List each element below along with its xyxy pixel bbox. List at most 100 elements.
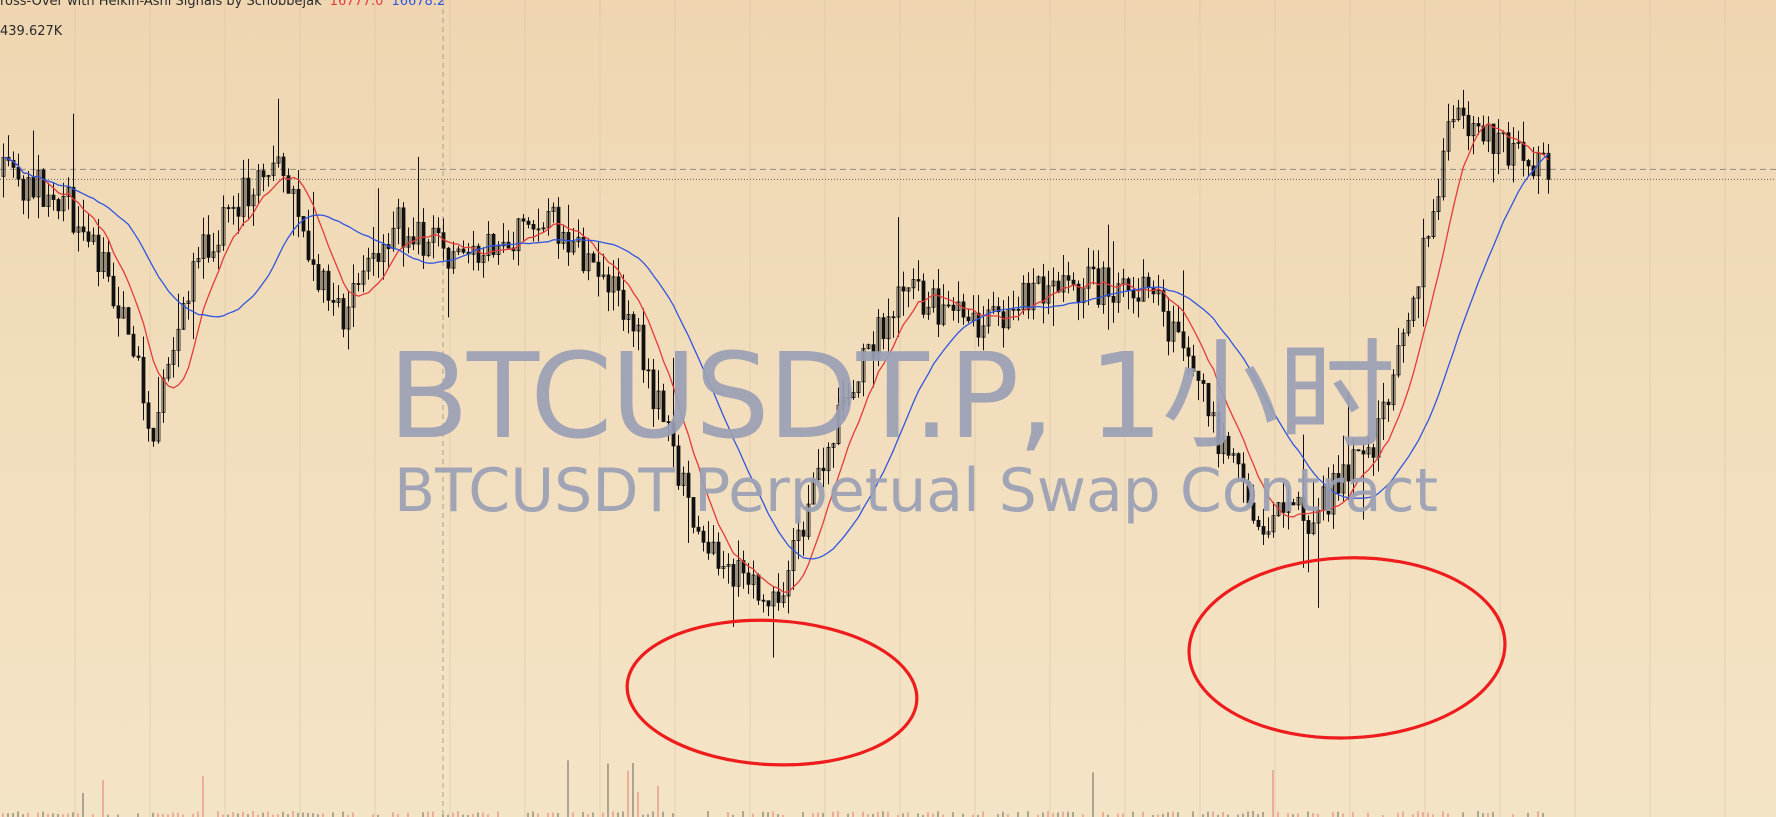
candle-body: [1546, 152, 1551, 180]
candle-body: [121, 307, 126, 319]
candle-body: [541, 227, 546, 230]
candle-body: [756, 574, 761, 601]
candle-body: [881, 317, 886, 340]
candle-body: [1046, 285, 1051, 304]
candle-body: [896, 286, 901, 318]
annotation-ellipse: [1187, 556, 1507, 740]
candle-body: [1416, 286, 1421, 299]
candle-body: [731, 564, 736, 587]
candle-body: [691, 497, 696, 528]
candle-body: [1171, 321, 1176, 342]
candle-body: [1061, 275, 1066, 293]
candle-body: [1071, 279, 1076, 285]
candle-body: [1101, 267, 1106, 305]
candlestick-series: [1, 89, 1551, 658]
candle-body: [366, 257, 371, 272]
candle-body: [401, 207, 406, 248]
candle-body: [126, 307, 131, 335]
candle-body: [1456, 107, 1461, 120]
candle-body: [1481, 125, 1486, 142]
candle-body: [1396, 345, 1401, 376]
candle-body: [51, 194, 56, 200]
slow-ma-line: [3, 153, 1549, 560]
candle-body: [1431, 211, 1436, 237]
candle-body: [241, 177, 246, 217]
candle-body: [1086, 266, 1091, 289]
indicator-name[interactable]: ross-Over with Heikin-Ashi Signals by Sc…: [0, 0, 322, 9]
candle-body: [456, 248, 461, 253]
candle-body: [381, 244, 386, 262]
candle-body: [206, 234, 211, 258]
candle-body: [1201, 380, 1206, 384]
candle-body: [851, 392, 856, 399]
candle-body: [1051, 280, 1056, 287]
candle-body: [771, 591, 776, 607]
candle-body: [721, 566, 726, 569]
candle-body: [461, 248, 466, 253]
candle-body: [1391, 374, 1396, 406]
candle-body: [966, 316, 971, 322]
candle-body: [836, 404, 841, 445]
indicator-legend[interactable]: ross-Over with Heikin-Ashi Signals by Sc…: [0, 0, 453, 9]
candle-body: [981, 325, 986, 338]
candle-body: [1516, 141, 1521, 144]
candle-body: [1016, 308, 1021, 311]
chart-grid: [74, 0, 1726, 817]
volume-legend[interactable]: 439.627K: [0, 24, 70, 39]
candle-body: [746, 572, 751, 585]
candle-body: [151, 427, 156, 442]
candle-body: [1161, 290, 1166, 312]
candle-body: [821, 467, 826, 472]
candle-body: [171, 349, 176, 365]
candle-body: [281, 156, 286, 177]
candle-body: [1366, 447, 1371, 455]
candle-body: [566, 231, 571, 253]
candle-body: [311, 259, 316, 265]
candle-body: [271, 162, 276, 176]
candle-body: [1131, 289, 1136, 299]
candle-body: [421, 221, 426, 256]
candle-body: [251, 194, 256, 207]
candle-body: [1266, 531, 1271, 535]
candle-body: [696, 526, 701, 532]
candle-body: [166, 363, 171, 379]
candle-body: [131, 333, 136, 357]
candle-body: [726, 564, 731, 567]
candle-body: [586, 253, 591, 272]
candle-body: [476, 245, 481, 263]
candle-body: [1221, 435, 1226, 455]
candle-body: [676, 445, 681, 486]
candle-body: [186, 300, 191, 304]
candle-body: [536, 228, 541, 231]
candle-body: [1336, 473, 1341, 494]
candle-body: [621, 289, 626, 320]
candle-body: [276, 156, 281, 164]
candle-body: [706, 541, 711, 554]
candle-body: [686, 472, 691, 498]
candle-body: [181, 303, 186, 330]
candle-body: [226, 207, 231, 209]
candle-body: [1301, 496, 1306, 521]
candle-body: [776, 591, 781, 603]
candle-body: [561, 231, 566, 244]
candle-body: [1286, 502, 1291, 513]
candle-body: [71, 186, 76, 233]
candle-body: [1226, 435, 1231, 456]
candle-body: [751, 574, 756, 585]
candle-body: [396, 207, 401, 229]
candle-body: [626, 314, 631, 320]
candle-body: [1526, 160, 1531, 167]
candle-body: [826, 446, 831, 472]
candle-body: [1011, 308, 1016, 311]
candle-body: [246, 177, 251, 207]
candle-body: [301, 216, 306, 232]
candle-body: [861, 347, 866, 383]
candle-body: [81, 226, 86, 233]
candle-body: [1296, 496, 1301, 506]
candle-body: [606, 274, 611, 293]
candle-body: [876, 317, 881, 360]
candle-body: [1196, 370, 1201, 381]
candle-body: [711, 541, 716, 554]
candle-body: [36, 169, 41, 198]
